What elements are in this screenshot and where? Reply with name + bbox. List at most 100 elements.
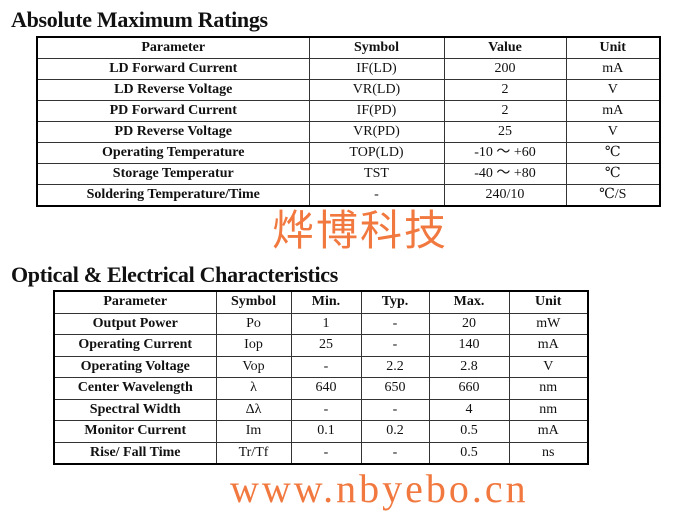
value-cell: VR(PD) xyxy=(308,121,445,143)
value-cell: 200 xyxy=(443,58,567,80)
value-cell: ℃ xyxy=(565,142,661,164)
parameter-cell: Operating Temperature xyxy=(36,142,310,164)
value-cell: TOP(LD) xyxy=(308,142,445,164)
parameter-cell: Soldering Temperature/Time xyxy=(36,184,310,207)
table-row: Operating Temperature TOP(LD) -10 ～ +60 ℃ xyxy=(36,142,661,164)
table-row: Storage Temperatur TST -40 ～ +80 ℃ xyxy=(36,163,661,185)
value-cell: Po xyxy=(215,312,292,335)
value-cell: 20 xyxy=(428,312,510,335)
value-cell: nm xyxy=(508,398,589,421)
value-cell: - xyxy=(290,398,362,421)
value-cell: ℃/S xyxy=(565,184,661,207)
parameter-cell: PD Reverse Voltage xyxy=(36,121,310,143)
value-cell: TST xyxy=(308,163,445,185)
column-header: Value xyxy=(443,36,567,59)
table-row: Spectral Width Δλ - -4 nm xyxy=(53,398,589,421)
value-cell: 1 xyxy=(290,312,362,335)
absolute-max-ratings-table: Parameter Symbol Value Unit LD Forward Curr… xyxy=(36,36,661,207)
table-row: Monitor Current Im 0.1 0.2 0.5 mA xyxy=(53,420,589,443)
value-cell: Vop xyxy=(215,355,292,378)
table-row: PD Forward Current IF(PD) 2 mA xyxy=(36,100,661,122)
value-cell: 650 xyxy=(360,377,430,400)
value-cell: 660 xyxy=(428,377,510,400)
value-cell: V xyxy=(565,79,661,101)
value-cell: 240/10 xyxy=(443,184,567,207)
value-cell: 0.1 xyxy=(290,420,362,443)
column-header: Unit xyxy=(508,290,589,314)
value-cell: - xyxy=(308,184,445,207)
parameter-cell: Rise/ Fall Time xyxy=(53,441,217,465)
table-row: LD Forward Current IF(LD) 200 mA xyxy=(36,58,661,80)
value-cell: mA xyxy=(565,100,661,122)
value-cell: ℃ xyxy=(565,163,661,185)
column-header: Unit xyxy=(565,36,661,59)
value-cell: V xyxy=(565,121,661,143)
value-cell: 640 xyxy=(290,377,362,400)
parameter-cell: Operating Current xyxy=(53,334,217,357)
value-cell: - xyxy=(360,398,430,421)
value-cell: mA xyxy=(508,420,589,443)
value-cell: - xyxy=(360,441,430,465)
value-cell: - xyxy=(290,441,362,465)
value-cell: Iop xyxy=(215,334,292,357)
table-row: Center Wavelength λ 640 650 660 nm xyxy=(53,377,589,400)
column-header: Symbol xyxy=(215,290,292,314)
column-header: Min. xyxy=(290,290,362,314)
optical-electrical-table: Parameter Symbol Min. Typ. Max. Unit Output P… xyxy=(53,290,589,465)
column-header: Max. xyxy=(428,290,510,314)
value-cell: mW xyxy=(508,312,589,335)
table-row: Operating Current Iop 25-140 mA xyxy=(53,334,589,357)
value-cell: IF(LD) xyxy=(308,58,445,80)
parameter-cell: Storage Temperatur xyxy=(36,163,310,185)
column-header: Parameter xyxy=(53,290,217,314)
value-cell: IF(PD) xyxy=(308,100,445,122)
value-cell: 2 xyxy=(443,79,567,101)
value-cell: ns xyxy=(508,441,589,465)
value-cell: 0.5 xyxy=(428,420,510,443)
parameter-cell: LD Reverse Voltage xyxy=(36,79,310,101)
value-cell: 4 xyxy=(428,398,510,421)
watermark-chinese: 烨博科技 xyxy=(272,206,449,255)
parameter-cell: LD Forward Current xyxy=(36,58,310,80)
value-cell: V xyxy=(508,355,589,378)
value-cell: 2.2 xyxy=(360,355,430,378)
value-cell: 0.2 xyxy=(360,420,430,443)
value-cell: - xyxy=(290,355,362,378)
value-cell: 25 xyxy=(443,121,567,143)
table-header-row: Parameter Symbol Min. Typ. Max. Unit xyxy=(53,290,589,314)
parameter-cell: Output Power xyxy=(53,312,217,335)
value-cell: λ xyxy=(215,377,292,400)
value-cell: nm xyxy=(508,377,589,400)
value-cell: -10 ～ +60 xyxy=(443,142,567,164)
table-row: PD Reverse Voltage VR(PD) 25 V xyxy=(36,121,661,143)
value-cell: Tr/Tf xyxy=(215,441,292,465)
value-cell: Δλ xyxy=(215,398,292,421)
table-row: Soldering Temperature/Time -240/10 ℃/S xyxy=(36,184,661,207)
table-row: Output Power Po 1-20 mW xyxy=(53,312,589,335)
column-header: Typ. xyxy=(360,290,430,314)
value-cell: - xyxy=(360,312,430,335)
parameter-cell: Center Wavelength xyxy=(53,377,217,400)
section-title-absolute-max: Absolute Maximum Ratings xyxy=(11,7,268,32)
value-cell: 2 xyxy=(443,100,567,122)
value-cell: mA xyxy=(565,58,661,80)
section-title-optical-electrical: Optical & Electrical Characteristics xyxy=(11,262,339,287)
value-cell: -40 ～ +80 xyxy=(443,163,567,185)
column-header: Symbol xyxy=(308,36,445,59)
column-header: Parameter xyxy=(36,36,310,59)
parameter-cell: Operating Voltage xyxy=(53,355,217,378)
table-row: Rise/ Fall Time Tr/Tf - -0.5 ns xyxy=(53,441,589,465)
value-cell: 0.5 xyxy=(428,441,510,465)
value-cell: Im xyxy=(215,420,292,443)
watermark-url: www.nbyebo.cn xyxy=(230,466,529,511)
value-cell: - xyxy=(360,334,430,357)
value-cell: mA xyxy=(508,334,589,357)
parameter-cell: Monitor Current xyxy=(53,420,217,443)
value-cell: VR(LD) xyxy=(308,79,445,101)
parameter-cell: PD Forward Current xyxy=(36,100,310,122)
value-cell: 140 xyxy=(428,334,510,357)
table-header-row: Parameter Symbol Value Unit xyxy=(36,36,661,59)
table-row: LD Reverse Voltage VR(LD) 2 V xyxy=(36,79,661,101)
value-cell: 25 xyxy=(290,334,362,357)
table-row: Operating Voltage Vop -2.2 2.8 V xyxy=(53,355,589,378)
